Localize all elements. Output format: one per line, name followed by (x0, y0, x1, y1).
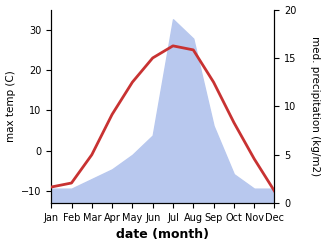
X-axis label: date (month): date (month) (116, 228, 209, 242)
Y-axis label: max temp (C): max temp (C) (6, 70, 16, 142)
Y-axis label: med. precipitation (kg/m2): med. precipitation (kg/m2) (310, 36, 320, 176)
